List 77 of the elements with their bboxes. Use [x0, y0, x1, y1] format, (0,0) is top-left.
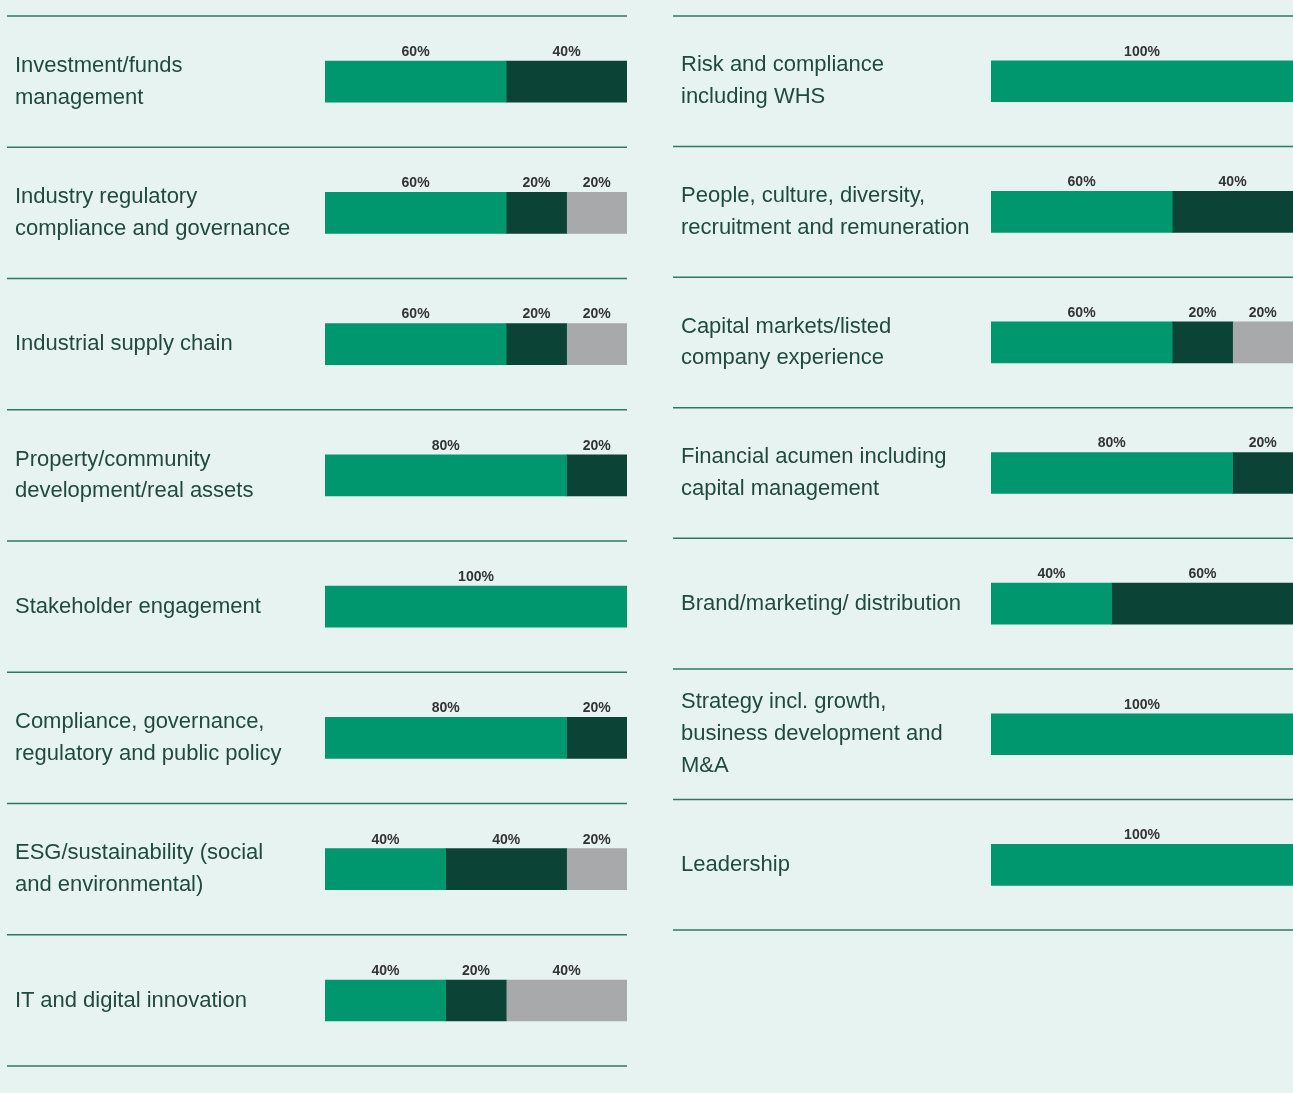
bar	[505, 60, 627, 103]
data-label: 20%	[522, 305, 551, 322]
bar	[505, 323, 567, 365]
y-tick-label: Industry regulatory compliance and governance	[15, 182, 291, 240]
y-tick-label: Compliance, governance, regulatory and public policy	[15, 708, 282, 765]
bar	[1232, 321, 1293, 364]
data-label: 20%	[582, 174, 612, 191]
data-label: 40%	[1218, 173, 1248, 190]
bar	[566, 454, 627, 497]
bar	[566, 192, 627, 234]
data-label: 20%	[1248, 434, 1278, 451]
bar	[566, 717, 627, 759]
bar	[566, 323, 627, 365]
bar	[991, 582, 1113, 625]
data-label: 60%	[1188, 564, 1217, 581]
data-label: 40%	[371, 961, 400, 978]
bar	[325, 979, 447, 1022]
data-label: 20%	[582, 436, 612, 453]
bar	[991, 843, 1293, 886]
bar	[325, 192, 507, 234]
y-tick-label: People, culture, diversity, recruitment and remuneration	[681, 181, 970, 239]
data-label: 100%	[458, 568, 495, 585]
y-tick-label: Strategy incl. growth, business development and M&A	[681, 688, 943, 778]
y-tick-label: Industrial supply chain	[15, 330, 233, 356]
bar	[991, 60, 1293, 103]
y-tick-label: Capital markets/listed company experience	[681, 312, 892, 370]
data-label: 20%	[1248, 303, 1278, 320]
bar	[445, 848, 567, 891]
data-label: 40%	[552, 42, 582, 59]
y-tick-label: Financial acumen including capital management	[681, 443, 947, 501]
bar	[991, 191, 1173, 233]
bar	[325, 717, 567, 759]
bar	[325, 60, 507, 103]
data-label: 60%	[1067, 173, 1097, 190]
data-label: 40%	[552, 961, 582, 978]
bar	[1232, 452, 1293, 494]
data-label: 20%	[582, 699, 612, 716]
bar	[325, 323, 507, 365]
y-tick-label: Leadership	[681, 850, 790, 876]
data-label: 60%	[401, 42, 431, 59]
bar	[505, 192, 567, 234]
y-tick-label: Risk and compliance including WHS	[681, 51, 884, 109]
bar	[325, 585, 627, 628]
data-label: 60%	[401, 305, 431, 322]
bar	[1171, 191, 1293, 233]
data-label: 100%	[1124, 826, 1161, 843]
y-tick-label: ESG/sustainability (social and environmental)	[15, 839, 264, 897]
data-label: 80%	[431, 699, 461, 716]
bar	[445, 979, 507, 1022]
y-tick-label: Property/community development/real assets	[15, 445, 254, 503]
data-label: 20%	[582, 305, 612, 322]
data-label: 40%	[371, 830, 400, 847]
data-label: 40%	[492, 830, 521, 847]
bar	[991, 321, 1173, 364]
y-tick-label: Stakeholder engagement	[15, 592, 261, 618]
y-tick-label: Brand/marketing/ distribution	[681, 589, 962, 615]
data-label: 20%	[582, 830, 612, 847]
data-label: 100%	[1124, 695, 1161, 712]
data-label: 60%	[401, 174, 431, 191]
data-label: 80%	[431, 436, 461, 453]
bar	[1111, 582, 1293, 625]
data-label: 60%	[1067, 303, 1097, 320]
bar	[991, 452, 1233, 494]
bar	[566, 848, 627, 891]
data-label: 20%	[1188, 303, 1217, 320]
data-label: 20%	[461, 961, 491, 978]
bar	[505, 979, 627, 1022]
data-label: 20%	[522, 174, 551, 191]
bar	[991, 713, 1293, 756]
data-label: 80%	[1097, 434, 1127, 451]
bar	[325, 848, 447, 891]
data-label: 100%	[1124, 42, 1161, 59]
bar	[1171, 321, 1233, 364]
y-tick-label: Investment/funds management	[15, 51, 183, 109]
bar	[325, 454, 567, 497]
data-label: 40%	[1037, 564, 1066, 581]
y-tick-label: IT and digital innovation	[15, 986, 247, 1012]
